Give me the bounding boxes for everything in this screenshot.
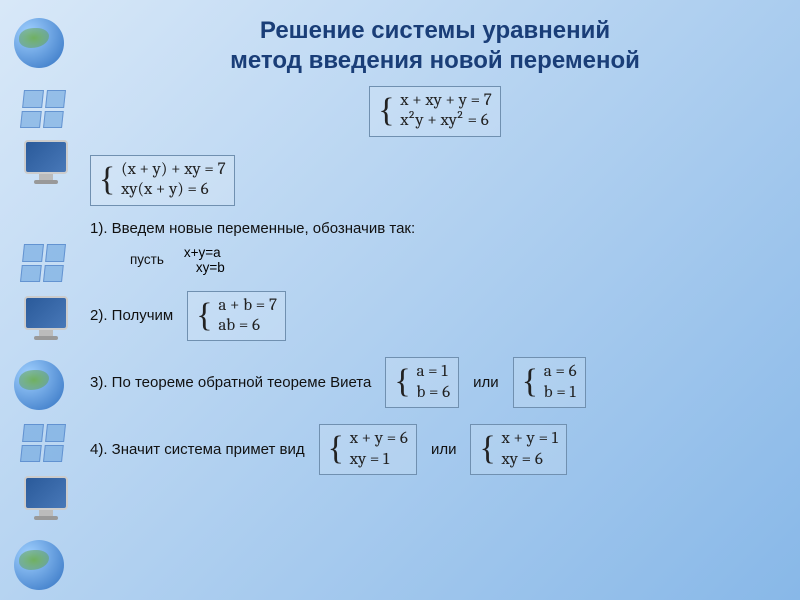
eq-line: xy = 6 xyxy=(502,450,558,470)
equation-box: { a + b = 7 ab = 6 xyxy=(187,291,286,342)
brace-icon: { xyxy=(394,367,410,398)
title-line-2: метод введения новой переменой xyxy=(90,46,780,76)
eq-line: b = 1 xyxy=(544,383,577,403)
equation-box: { a = 1 b = 6 xyxy=(385,357,459,408)
equation-box: { (x + y) + xy = 7 xy(x + y) = 6 xyxy=(90,155,235,206)
globe-icon xyxy=(14,360,64,410)
step-2-text: 2). Получим xyxy=(90,307,173,324)
brace-icon: { xyxy=(196,301,212,332)
title-line-1: Решение системы уравнений xyxy=(90,16,780,46)
step-3-text: 3). По теореме обратной теореме Виета xyxy=(90,374,371,391)
brace-icon: { xyxy=(99,165,115,196)
eq-line: a + b = 7 xyxy=(218,296,277,316)
let-def-2: xy=b xyxy=(196,260,225,275)
eq-line: (x + y) + xy = 7 xyxy=(121,160,225,180)
globe-icon xyxy=(14,18,64,68)
eq-line: xy(x + y) = 6 xyxy=(121,180,225,200)
step-4-text: 4). Значит система примет вид xyxy=(90,441,305,458)
eq-line: x²y + xy² = 6 xyxy=(400,111,492,131)
equation-box: { a = 6 b = 1 xyxy=(513,357,586,408)
globe-icon xyxy=(14,540,64,590)
rewritten-system: { (x + y) + xy = 7 xy(x + y) = 6 xyxy=(90,155,780,206)
eq-line: a = 1 xyxy=(416,362,450,382)
brace-icon: { xyxy=(522,367,538,398)
brace-icon: { xyxy=(479,434,495,465)
sidebar-decorations xyxy=(0,0,80,600)
equation-box: { x + y = 1 xy = 6 xyxy=(470,424,566,475)
or-word: или xyxy=(473,374,499,391)
computer-icon xyxy=(18,476,74,528)
equation-box: { x + xy + y = 7 x²y + xy² = 6 xyxy=(369,86,501,137)
brace-icon: { xyxy=(378,96,394,127)
equation-box: { x + y = 6 xy = 1 xyxy=(319,424,417,475)
windows-icon xyxy=(20,424,66,462)
main-system: { x + xy + y = 7 x²y + xy² = 6 xyxy=(90,86,780,137)
eq-line: x + y = 6 xyxy=(350,429,408,449)
eq-line: b = 6 xyxy=(416,383,450,403)
let-def-1: x+y=a xyxy=(184,245,225,260)
step-1-text: 1). Введем новые переменные, обозначив т… xyxy=(90,220,780,237)
eq-line: x + y = 1 xyxy=(502,429,558,449)
slide-title: Решение системы уравнений метод введения… xyxy=(90,16,780,76)
windows-icon xyxy=(20,244,66,282)
computer-icon xyxy=(18,296,74,348)
eq-line: ab = 6 xyxy=(218,316,277,336)
brace-icon: { xyxy=(328,434,344,465)
eq-line: x + xy + y = 7 xyxy=(400,91,492,111)
or-word: или xyxy=(431,441,457,458)
slide: Решение системы уравнений метод введения… xyxy=(0,0,800,600)
eq-line: a = 6 xyxy=(544,362,577,382)
let-word: пусть xyxy=(130,252,164,267)
eq-line: xy = 1 xyxy=(350,450,408,470)
computer-icon xyxy=(18,140,74,192)
content-area: Решение системы уравнений метод введения… xyxy=(90,16,780,475)
windows-icon xyxy=(20,90,66,128)
